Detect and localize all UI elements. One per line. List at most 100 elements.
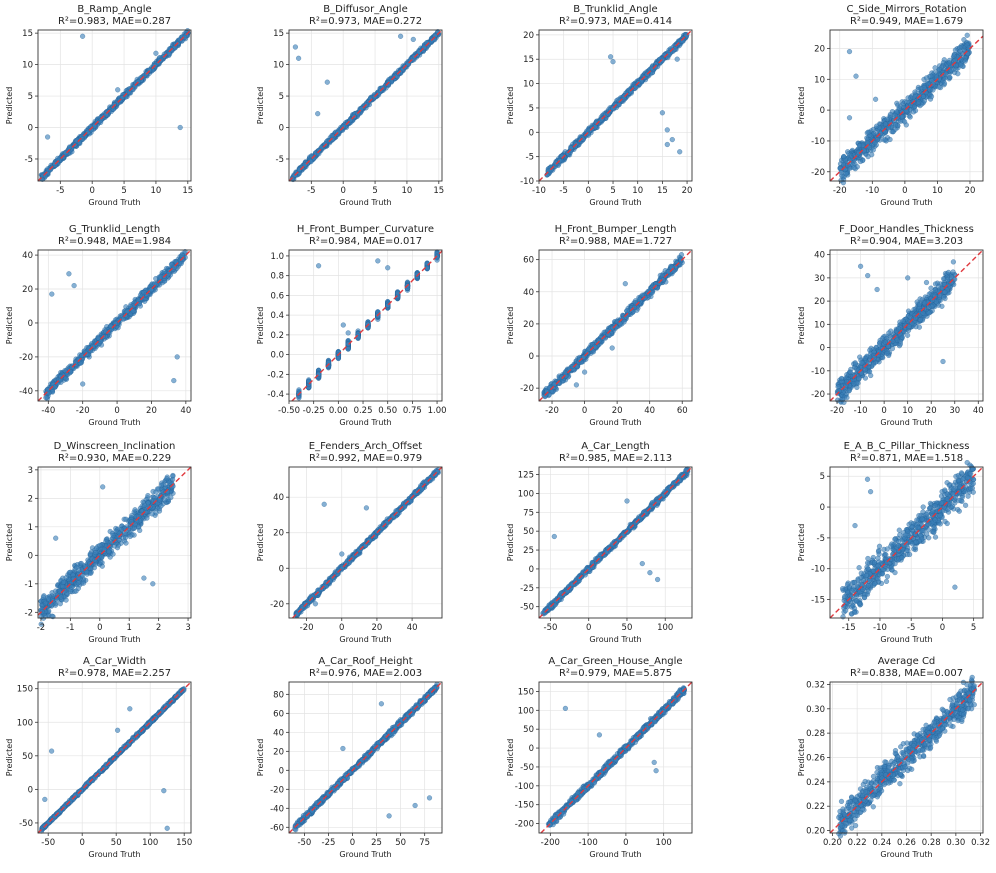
outlier-point xyxy=(670,137,675,142)
data-point xyxy=(166,271,171,276)
y-tick-label: -20 xyxy=(19,353,33,363)
x-tick-label: -5 xyxy=(559,186,567,196)
x-tick-label: 60 xyxy=(677,406,688,416)
chart-subtitle: R²=0.983, MAE=0.287 xyxy=(58,16,171,27)
data-point xyxy=(965,33,970,38)
outlier-point xyxy=(49,292,54,297)
data-point xyxy=(858,159,863,164)
data-point xyxy=(359,106,364,111)
y-tick-label: -0.4 xyxy=(267,390,284,400)
outlier-point xyxy=(385,265,390,270)
data-point xyxy=(912,104,917,109)
data-point xyxy=(44,395,49,400)
outlier-point xyxy=(178,125,183,130)
data-point xyxy=(625,309,630,314)
chart-subtitle: R²=0.948, MAE=1.984 xyxy=(58,236,171,247)
y-tick-label: 20 xyxy=(814,44,825,54)
x-tick-label: -20 xyxy=(76,406,90,416)
y-tick-label: 15 xyxy=(523,55,534,65)
x-tick-label: 5 xyxy=(372,186,377,196)
chart-title: B_Ramp_Angle xyxy=(77,4,151,15)
y-tick-label: 10 xyxy=(22,61,33,71)
outlier-point xyxy=(922,99,927,104)
outlier-point xyxy=(660,110,665,115)
y-axis-label: Predicted xyxy=(256,307,265,345)
x-tick-label: -10 xyxy=(532,186,546,196)
data-point xyxy=(45,387,50,392)
y-tick-label: 20 xyxy=(523,31,534,41)
data-point xyxy=(942,81,947,86)
outlier-point xyxy=(346,331,351,336)
data-point xyxy=(869,152,874,157)
outlier-point xyxy=(675,57,680,62)
y-tick-label: 10 xyxy=(273,61,284,71)
outlier-point xyxy=(293,45,298,50)
data-point xyxy=(908,115,913,120)
x-tick-label: -5 xyxy=(307,186,315,196)
y-tick-label: 0 xyxy=(529,128,534,138)
x-tick-label: 0.50 xyxy=(378,406,397,416)
x-axis-label: Ground Truth xyxy=(339,418,391,427)
y-tick-label: 15 xyxy=(273,29,284,39)
data-point xyxy=(98,120,103,125)
y-tick-label: 0 xyxy=(28,319,33,329)
x-axis-label: Ground Truth xyxy=(880,198,932,207)
y-tick-label: 1.0 xyxy=(270,252,284,262)
x-tick-label: 20 xyxy=(612,406,623,416)
x-tick-label: 10 xyxy=(932,186,943,196)
outlier-point xyxy=(80,34,85,39)
chart-title: B_Trunklid_Angle xyxy=(573,4,657,15)
chart-subtitle: R²=0.949, MAE=1.679 xyxy=(850,16,963,27)
chart-title: B_Diffusor_Angle xyxy=(323,4,407,15)
outlier-point xyxy=(341,323,346,328)
data-point xyxy=(921,94,926,99)
data-point xyxy=(916,100,921,105)
y-tick-label: 0.2 xyxy=(270,331,284,341)
data-point xyxy=(883,137,888,142)
y-tick-label: 0.4 xyxy=(270,311,284,321)
data-point xyxy=(98,339,103,344)
y-tick-label: -10 xyxy=(811,137,825,147)
x-tick-label: 20 xyxy=(682,186,693,196)
y-tick-label: 60 xyxy=(523,256,534,266)
y-tick-label: 20 xyxy=(22,285,33,295)
y-axis-label: Predicted xyxy=(797,87,806,125)
data-point xyxy=(67,145,72,150)
data-point xyxy=(963,59,968,64)
x-tick-label: -5 xyxy=(56,186,64,196)
y-axis-label: Predicted xyxy=(256,87,265,125)
x-tick-label: 0.75 xyxy=(403,406,422,416)
outlier-point xyxy=(72,283,77,288)
chart-subtitle: R²=0.988, MAE=1.727 xyxy=(559,236,672,247)
data-point xyxy=(162,269,167,274)
data-point xyxy=(888,137,893,142)
x-tick-label: 0 xyxy=(586,186,591,196)
x-tick-label: 10 xyxy=(402,186,413,196)
data-point xyxy=(928,74,933,79)
x-tick-label: 15 xyxy=(657,186,668,196)
x-tick-label: 15 xyxy=(433,186,444,196)
chart-title: H_Front_Bumper_Length xyxy=(555,224,677,235)
y-tick-label: 40 xyxy=(22,251,33,261)
x-tick-label: 0 xyxy=(89,186,94,196)
data-point xyxy=(927,87,932,92)
data-point xyxy=(922,85,927,90)
chart-title: F_Door_Handles_Thickness xyxy=(839,224,974,235)
y-tick-label: 5 xyxy=(279,92,284,102)
data-point xyxy=(948,75,953,80)
outlier-point xyxy=(623,281,628,286)
x-tick-label: -0.25 xyxy=(303,406,325,416)
data-point xyxy=(952,54,957,59)
y-tick-label: 5 xyxy=(529,104,534,114)
outlier-point xyxy=(608,54,613,59)
y-tick-label: 0 xyxy=(28,124,33,134)
data-point xyxy=(897,106,902,111)
x-axis-label: Ground Truth xyxy=(88,198,140,207)
